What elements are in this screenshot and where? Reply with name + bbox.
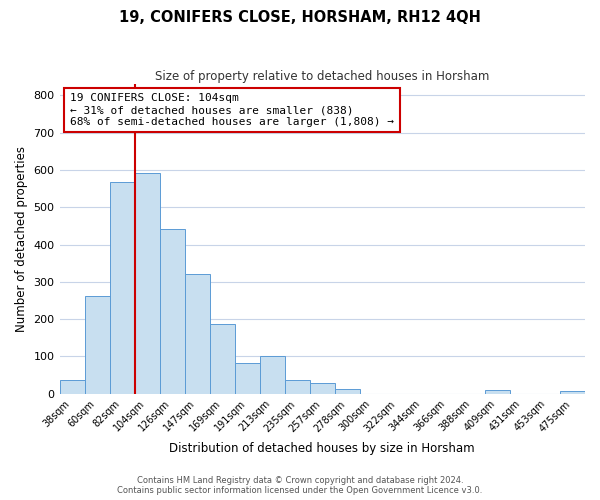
Bar (560, 391, 585, 394)
Bar (285, 380, 310, 394)
Text: 19, CONIFERS CLOSE, HORSHAM, RH12 4QH: 19, CONIFERS CLOSE, HORSHAM, RH12 4QH (119, 10, 481, 25)
Bar (209, 324, 235, 394)
Bar (260, 356, 285, 394)
Text: 19 CONIFERS CLOSE: 104sqm
← 31% of detached houses are smaller (838)
68% of semi: 19 CONIFERS CLOSE: 104sqm ← 31% of detac… (70, 94, 394, 126)
Bar (335, 388, 360, 394)
Text: Contains HM Land Registry data © Crown copyright and database right 2024.
Contai: Contains HM Land Registry data © Crown c… (118, 476, 482, 495)
X-axis label: Distribution of detached houses by size in Horsham: Distribution of detached houses by size … (169, 442, 475, 455)
Bar (160, 230, 185, 394)
Title: Size of property relative to detached houses in Horsham: Size of property relative to detached ho… (155, 70, 490, 83)
Bar (59, 380, 85, 394)
Bar (85, 296, 110, 394)
Bar (235, 363, 260, 394)
Bar (310, 382, 335, 394)
Bar (185, 274, 209, 394)
Bar (485, 390, 510, 394)
Bar (110, 182, 134, 394)
Bar (134, 174, 160, 394)
Y-axis label: Number of detached properties: Number of detached properties (15, 146, 28, 332)
